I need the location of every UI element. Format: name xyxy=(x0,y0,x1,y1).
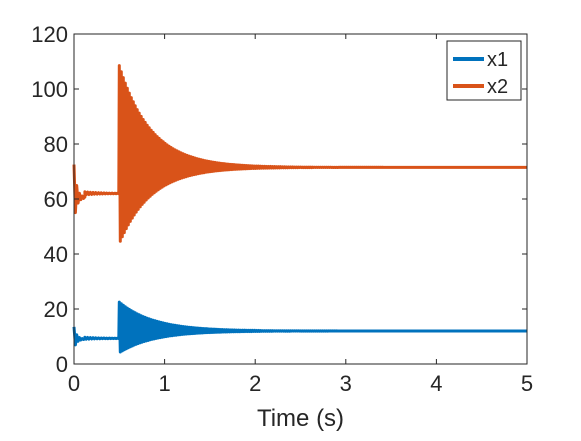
x-tick-label: 4 xyxy=(430,371,442,396)
x-tick-label: 1 xyxy=(158,371,170,396)
y-tick-label: 120 xyxy=(31,22,68,47)
series-layer xyxy=(72,64,529,354)
y-tick-label: 100 xyxy=(31,77,68,102)
series-line-x2 xyxy=(72,64,529,243)
x-axis-label: Time (s) xyxy=(257,405,344,432)
legend-label-x2: x2 xyxy=(487,76,508,98)
y-tick-label: 20 xyxy=(44,297,68,322)
x-tick-label: 2 xyxy=(249,371,261,396)
y-tick-label: 60 xyxy=(44,187,68,212)
legend-box xyxy=(446,40,522,101)
x-tick-label: 5 xyxy=(521,371,533,396)
y-tick-label: 80 xyxy=(44,132,68,157)
legend: x1 x2 xyxy=(446,40,522,101)
y-tick-label: 0 xyxy=(56,352,68,377)
series-line-x1 xyxy=(72,300,529,354)
x-tick-label: 0 xyxy=(68,371,80,396)
y-tick-label: 40 xyxy=(44,242,68,267)
legend-label-x1: x1 xyxy=(487,49,508,71)
x-tick-label: 3 xyxy=(340,371,352,396)
tick-layer: 0 1 2 3 4 5 0 20 40 60 80 100 120 xyxy=(31,22,533,396)
